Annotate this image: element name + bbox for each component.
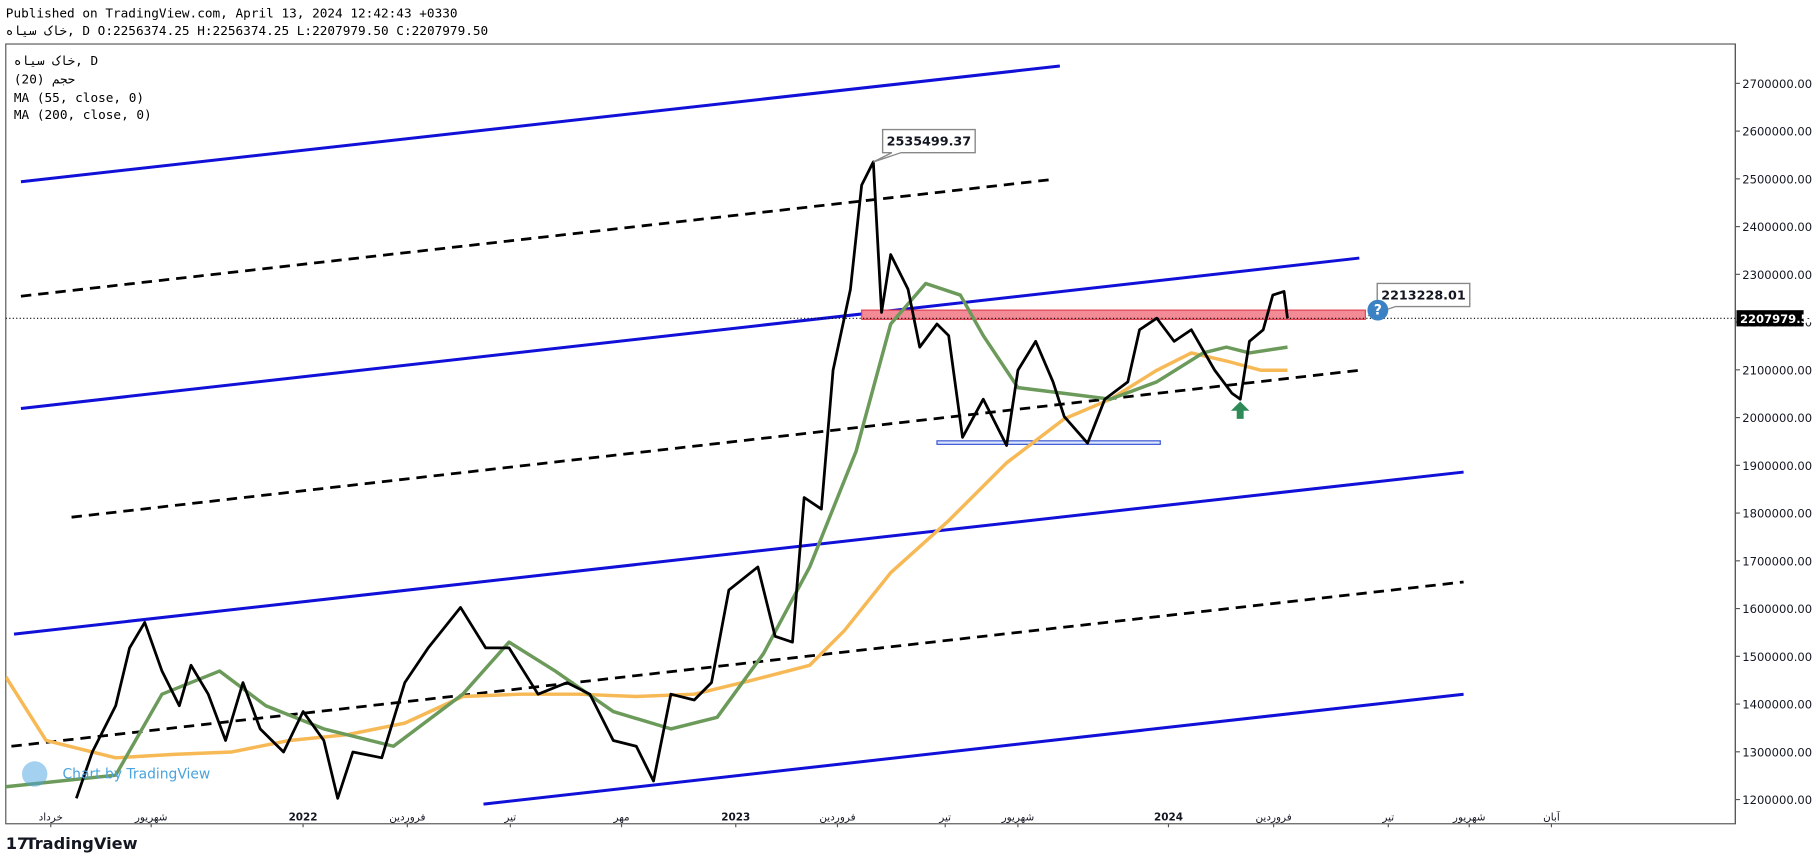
dashed-trendline [11,580,1464,748]
callout-label: 2213228.01 [1381,288,1465,303]
y-tick-label: 2600000.00 [1742,125,1812,139]
help-icon [1367,299,1389,321]
series-line [5,281,1288,789]
y-tick-label: 2500000.00 [1742,172,1812,186]
y-tick-label: 1300000.00 [1742,745,1812,759]
x-tick-label: فروردین [1256,811,1292,823]
x-tick-label: مهر [612,811,629,823]
zone [861,309,1366,320]
last-price-tag [1736,310,1804,327]
channel-line [20,64,1061,184]
dashed-trendline [71,368,1360,519]
ohlc: خاک سیاه, D O:2256374.25 H:2256374.25 L:… [6,23,488,38]
x-tick-label: تیر [503,811,516,823]
plot [5,64,1736,806]
y-tick-label: 1500000.00 [1742,650,1812,664]
x-tick-label: شهریور [134,811,168,823]
dashed-trendline [20,178,1054,298]
y-tick-label: 2300000.00 [1742,268,1812,282]
zone [936,440,1161,445]
overlay: 1200000.00 1300000.00 1400000.00 1500000.00… [39,77,1814,828]
x-tick-label: تیر [938,811,951,823]
x-tick-label: آبان [1543,810,1561,823]
series-line [75,160,1289,800]
y-tick-label: 1200000.00 [1742,793,1812,807]
legend-item: خاک سیاه, D [14,53,98,68]
callout-box [873,128,976,163]
y-tick-label: 2100000.00 [1742,363,1812,377]
x-tick-label: 2023 [721,811,750,823]
channel-line [483,692,1464,806]
x-tick-label: 2024 [1154,811,1183,823]
x-tick-label: شهریور [1452,811,1486,823]
y-tick-label: 1400000.00 [1742,698,1812,712]
brand-logo: 17 [6,834,29,853]
x-tick-label: فروردین [389,811,425,823]
y-tick-label: 1600000.00 [1742,602,1812,616]
x-tick-label: خرداد [39,811,63,823]
channel-line [20,256,1360,410]
y-tick-label: 2700000.00 [1742,77,1812,91]
brand: TradingView [25,834,137,853]
channel-line [13,470,1464,636]
x-tick-label: 2022 [289,811,318,823]
x-tick-label: فروردین [819,811,855,823]
legend-item: MA (55, close, 0) [14,90,144,105]
published: Published on TradingView.com, April 13, … [6,5,458,20]
callout-label: 2535499.37 [887,134,971,149]
y-tick-label: 1900000.00 [1742,459,1812,473]
last-price-label: 2207979.50 [1740,312,1814,326]
watermark-text: Chart by TradingView [62,767,210,783]
y-tick-label: 2000000.00 [1742,411,1812,425]
legend: خاک سیاه, D حجم (20) MA (55, close, 0) M… [14,53,152,122]
arrow-up [1230,401,1250,419]
help-glyph: ? [1374,303,1382,319]
legend-item: MA (200, close, 0) [14,107,152,122]
x-tick-label: شهریور [1001,811,1035,823]
series-line [5,351,1288,760]
y-tick-label: 1700000.00 [1742,554,1812,568]
legend-item: حجم (20) [14,71,75,87]
watermark: Chart by TradingView [21,761,210,787]
y-tick-label: 2400000.00 [1742,220,1812,234]
x-tick-label: تیر [1381,811,1394,823]
y-tick-label: 1800000.00 [1742,507,1812,521]
